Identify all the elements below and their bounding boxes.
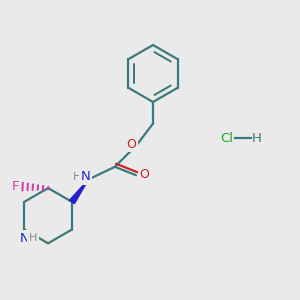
Text: N: N [19,232,29,245]
Text: H: H [29,233,38,244]
Text: N: N [81,170,90,184]
Polygon shape [70,179,88,204]
Text: H: H [252,131,261,145]
Text: H: H [73,172,81,182]
Text: O: O [140,167,149,181]
Text: O: O [126,137,136,151]
Text: F: F [12,180,20,193]
Text: Cl: Cl [220,131,233,145]
